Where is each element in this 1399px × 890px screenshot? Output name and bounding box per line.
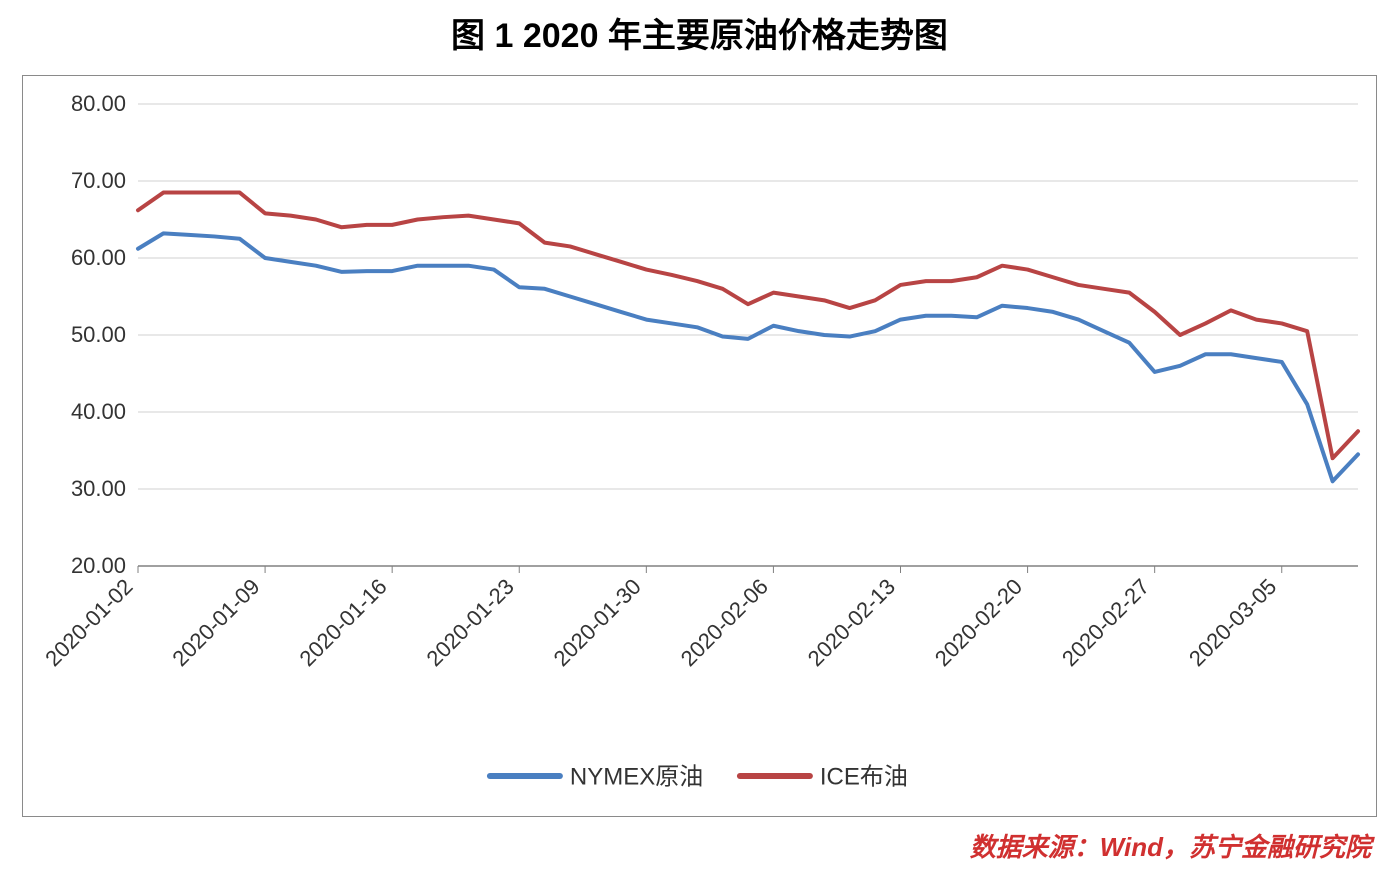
y-tick-label: 40.00: [71, 399, 126, 424]
x-tick-label: 2020-02-20: [930, 574, 1027, 671]
y-tick-label: 30.00: [71, 476, 126, 501]
x-tick-label: 2020-02-13: [803, 574, 900, 671]
chart-container: 20.00 30.00 40.00 50.00 60.00 70.00 80.00 2020-…: [22, 75, 1377, 817]
chart-title: 图 1 2020 年主要原油价格走势图: [0, 0, 1399, 57]
x-tick-label: 2020-01-16: [294, 574, 391, 671]
y-tick-label: 20.00: [71, 553, 126, 578]
x-tick-label: 2020-02-06: [676, 574, 773, 671]
legend-label: NYMEX原油: [570, 763, 703, 790]
x-tick-label: 2020-01-30: [549, 574, 646, 671]
legend-label: ICE布油: [820, 763, 908, 790]
y-tick-label: 50.00: [71, 322, 126, 347]
x-tick-label: 2020-01-02: [40, 574, 137, 671]
series-line: [138, 193, 1358, 459]
y-tick-label: 80.00: [71, 91, 126, 116]
series-line: [138, 233, 1358, 481]
line-chart: 20.00 30.00 40.00 50.00 60.00 70.00 80.00 2020-…: [23, 76, 1378, 816]
x-tick-label: 2020-02-27: [1057, 574, 1154, 671]
x-tick-label: 2020-03-05: [1184, 574, 1281, 671]
x-tick-label: 2020-01-09: [167, 574, 264, 671]
source-note: 数据来源：Wind，苏宁金融研究院: [0, 817, 1399, 864]
y-tick-label: 60.00: [71, 245, 126, 270]
x-tick-label: 2020-01-23: [422, 574, 519, 671]
y-tick-label: 70.00: [71, 168, 126, 193]
